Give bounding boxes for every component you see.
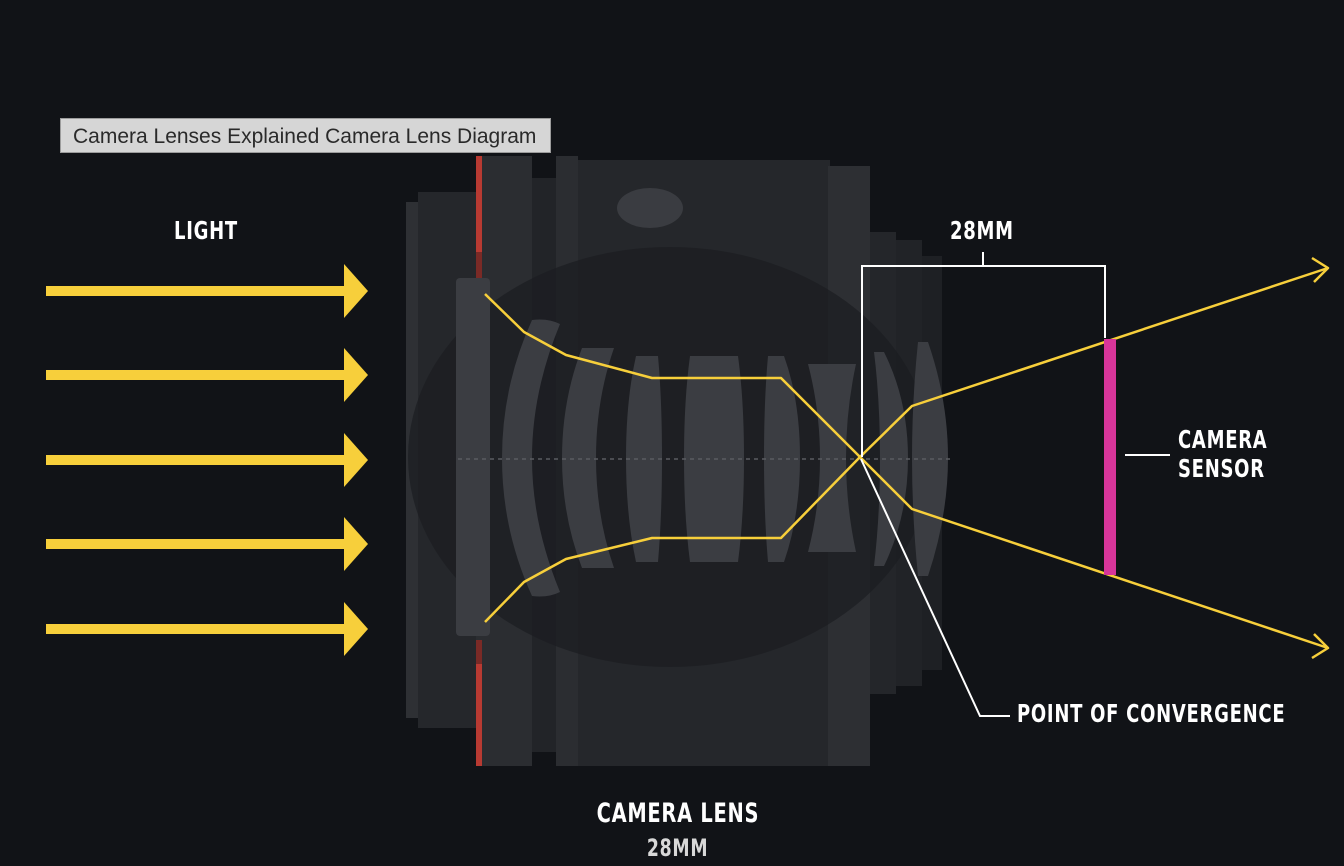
light-arrow-1 bbox=[46, 264, 368, 318]
barrel-window bbox=[617, 188, 683, 228]
lens-focal-caption: 28MM bbox=[0, 835, 1344, 862]
light-rays bbox=[484, 256, 1330, 660]
point-of-convergence-label: POINT OF CONVERGENCE bbox=[1017, 699, 1286, 728]
light-arrow-2 bbox=[46, 348, 368, 402]
focal-length-label: 28MM bbox=[950, 216, 1014, 245]
camera-lens-title: CAMERA LENS bbox=[596, 798, 760, 829]
light-arrow-5 bbox=[46, 602, 368, 656]
light-arrows bbox=[46, 264, 368, 656]
ray-upper bbox=[484, 266, 1329, 459]
camera-sensor-label-line2: SENSOR bbox=[1178, 454, 1265, 483]
ray-lower bbox=[484, 455, 1329, 650]
light-arrow-3 bbox=[46, 433, 368, 487]
lens-element-3 bbox=[562, 348, 614, 568]
camera-sensor bbox=[1104, 339, 1116, 575]
light-arrow-4 bbox=[46, 517, 368, 571]
aperture-stripe-top bbox=[476, 156, 482, 252]
lens-element-2 bbox=[502, 319, 560, 597]
image-tooltip: Camera Lenses Explained Camera Lens Diag… bbox=[60, 118, 552, 153]
ray-lower-arrowhead bbox=[1311, 633, 1330, 660]
camera-sensor-label: CAMERA SENSOR bbox=[1178, 425, 1267, 483]
focal-length-bracket bbox=[861, 252, 1106, 457]
camera-lens-caption: CAMERA LENS bbox=[0, 798, 1344, 829]
aperture-stripe-bottom bbox=[476, 664, 482, 766]
lens-element-7 bbox=[808, 364, 856, 552]
convergence-leader-line bbox=[860, 458, 1010, 717]
lens-element-1 bbox=[456, 278, 490, 636]
aperture-stripe-mid-bottom bbox=[476, 640, 482, 664]
aperture-stripe-mid-top bbox=[476, 252, 482, 278]
light-label: LIGHT bbox=[174, 216, 238, 245]
camera-sensor-label-line1: CAMERA bbox=[1178, 425, 1268, 454]
lens-focal-subtitle: 28MM bbox=[647, 834, 709, 862]
ray-upper-arrowhead bbox=[1311, 256, 1330, 283]
aperture-ring bbox=[476, 156, 482, 766]
